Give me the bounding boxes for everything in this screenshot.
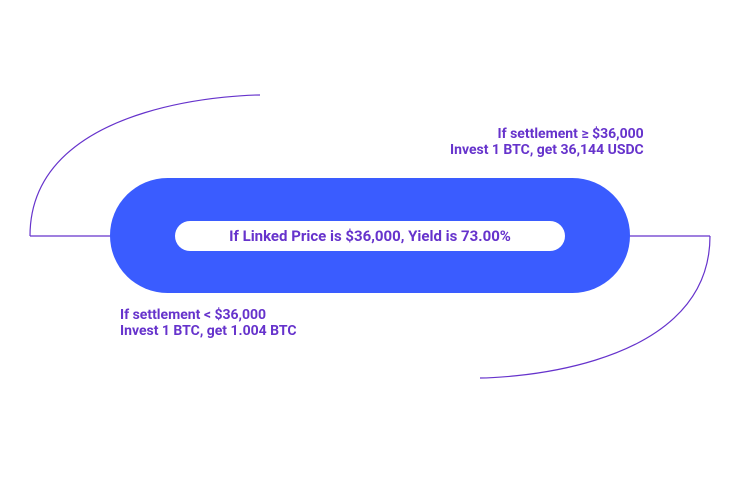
bottom-left-line1: If settlement < $36,000: [120, 307, 297, 323]
center-label: If Linked Price is $36,000, Yield is 73.…: [229, 227, 511, 245]
top-right-line2: Invest 1 BTC, get 36,144 USDC: [450, 142, 644, 158]
diagram-container: If Linked Price is $36,000, Yield is 73.…: [0, 0, 740, 500]
top-right-line1: If settlement ≥ $36,000: [450, 126, 644, 142]
top-right-label: If settlement ≥ $36,000 Invest 1 BTC, ge…: [450, 126, 644, 158]
bottom-left-line2: Invest 1 BTC, get 1.004 BTC: [120, 323, 297, 339]
bottom-left-label: If settlement < $36,000 Invest 1 BTC, ge…: [120, 307, 297, 339]
inner-pill: If Linked Price is $36,000, Yield is 73.…: [175, 221, 565, 251]
